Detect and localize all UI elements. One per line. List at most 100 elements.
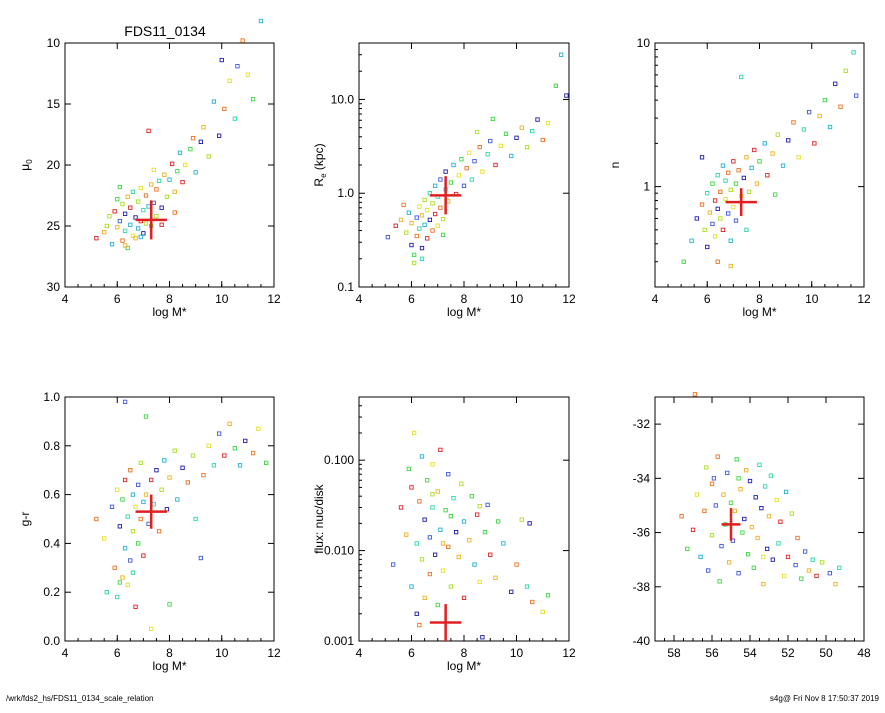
data-point <box>138 460 143 466</box>
data-point <box>459 157 464 162</box>
data-point <box>430 462 435 467</box>
data-point <box>728 238 733 243</box>
data-point <box>485 152 490 157</box>
data-point <box>764 546 770 551</box>
data-point <box>757 462 762 467</box>
data-point <box>762 141 767 146</box>
data-point <box>770 557 775 562</box>
data-point <box>183 162 188 168</box>
data-point <box>472 562 477 567</box>
data-point <box>699 155 705 160</box>
data-point <box>141 207 146 213</box>
y-tick-label: -38 <box>633 580 651 594</box>
data-point <box>705 191 710 196</box>
x-axis-label: log M* <box>447 305 481 319</box>
data-point <box>425 478 430 483</box>
data-point <box>154 187 159 192</box>
data-point <box>422 197 427 202</box>
data-point <box>419 557 425 562</box>
data-point <box>709 481 715 486</box>
data-point <box>216 431 222 436</box>
data-point <box>122 477 128 483</box>
data-point <box>810 557 815 562</box>
data-point <box>495 519 501 524</box>
data-point <box>406 210 412 215</box>
data-point <box>827 571 832 576</box>
data-point <box>133 504 138 509</box>
data-point <box>519 125 524 130</box>
data-point <box>135 199 141 204</box>
data-point <box>833 81 838 86</box>
data-point <box>443 169 448 174</box>
data-point <box>159 487 164 492</box>
data-point <box>102 536 107 541</box>
data-point <box>414 233 419 239</box>
data-point <box>768 473 774 478</box>
data-point <box>211 463 217 468</box>
data-point <box>469 494 475 499</box>
data-point <box>837 565 842 570</box>
data-point <box>725 470 730 476</box>
data-point <box>827 124 833 130</box>
data-point <box>175 168 180 174</box>
data-point <box>509 153 514 159</box>
data-point <box>120 201 125 207</box>
data-point <box>151 167 156 173</box>
x-tick-label: 6 <box>408 646 415 660</box>
data-point <box>440 232 446 237</box>
x-tick-label: 48 <box>857 646 871 660</box>
data-point <box>258 18 264 24</box>
data-point <box>721 492 726 497</box>
data-point <box>164 194 170 199</box>
data-point <box>692 392 698 397</box>
data-point <box>141 231 146 236</box>
data-point <box>440 216 446 222</box>
data-point <box>117 580 123 585</box>
data-point <box>757 159 762 164</box>
data-point <box>406 466 412 472</box>
data-point <box>706 568 711 573</box>
data-point <box>728 187 733 192</box>
data-point <box>723 178 728 183</box>
data-point <box>149 182 154 187</box>
data-point <box>780 163 786 168</box>
x-tick-label: 52 <box>781 646 795 660</box>
data-point <box>527 521 532 526</box>
data-point <box>786 138 791 143</box>
data-point <box>789 511 794 516</box>
data-point <box>477 145 482 150</box>
data-point <box>477 504 482 509</box>
data-point <box>795 535 800 541</box>
data-point <box>112 209 117 214</box>
data-point <box>448 514 454 519</box>
data-point <box>143 492 149 497</box>
data-point <box>414 611 419 616</box>
data-point <box>128 558 133 563</box>
data-point <box>393 223 398 228</box>
data-point <box>699 202 705 207</box>
y-tick-label: 10 <box>637 36 651 50</box>
data-point <box>745 552 751 557</box>
data-point <box>514 562 519 567</box>
data-point <box>190 453 196 458</box>
data-point <box>519 517 524 522</box>
data-point <box>728 263 733 269</box>
data-point <box>453 529 459 535</box>
data-point <box>128 205 133 210</box>
x-axis-label: log M* <box>152 659 186 673</box>
data-point <box>401 202 406 208</box>
data-point <box>94 236 99 241</box>
data-point <box>133 215 138 220</box>
data-point <box>180 179 185 185</box>
data-point <box>759 506 764 511</box>
data-point <box>250 96 256 102</box>
x-axis-label: log M* <box>447 659 481 673</box>
data-point <box>198 555 203 561</box>
data-point <box>467 538 472 543</box>
x-tick-label: 10 <box>510 292 524 306</box>
x-tick-label: 56 <box>705 646 719 660</box>
data-point <box>143 414 149 419</box>
data-point <box>115 225 120 230</box>
data-point <box>775 132 780 137</box>
